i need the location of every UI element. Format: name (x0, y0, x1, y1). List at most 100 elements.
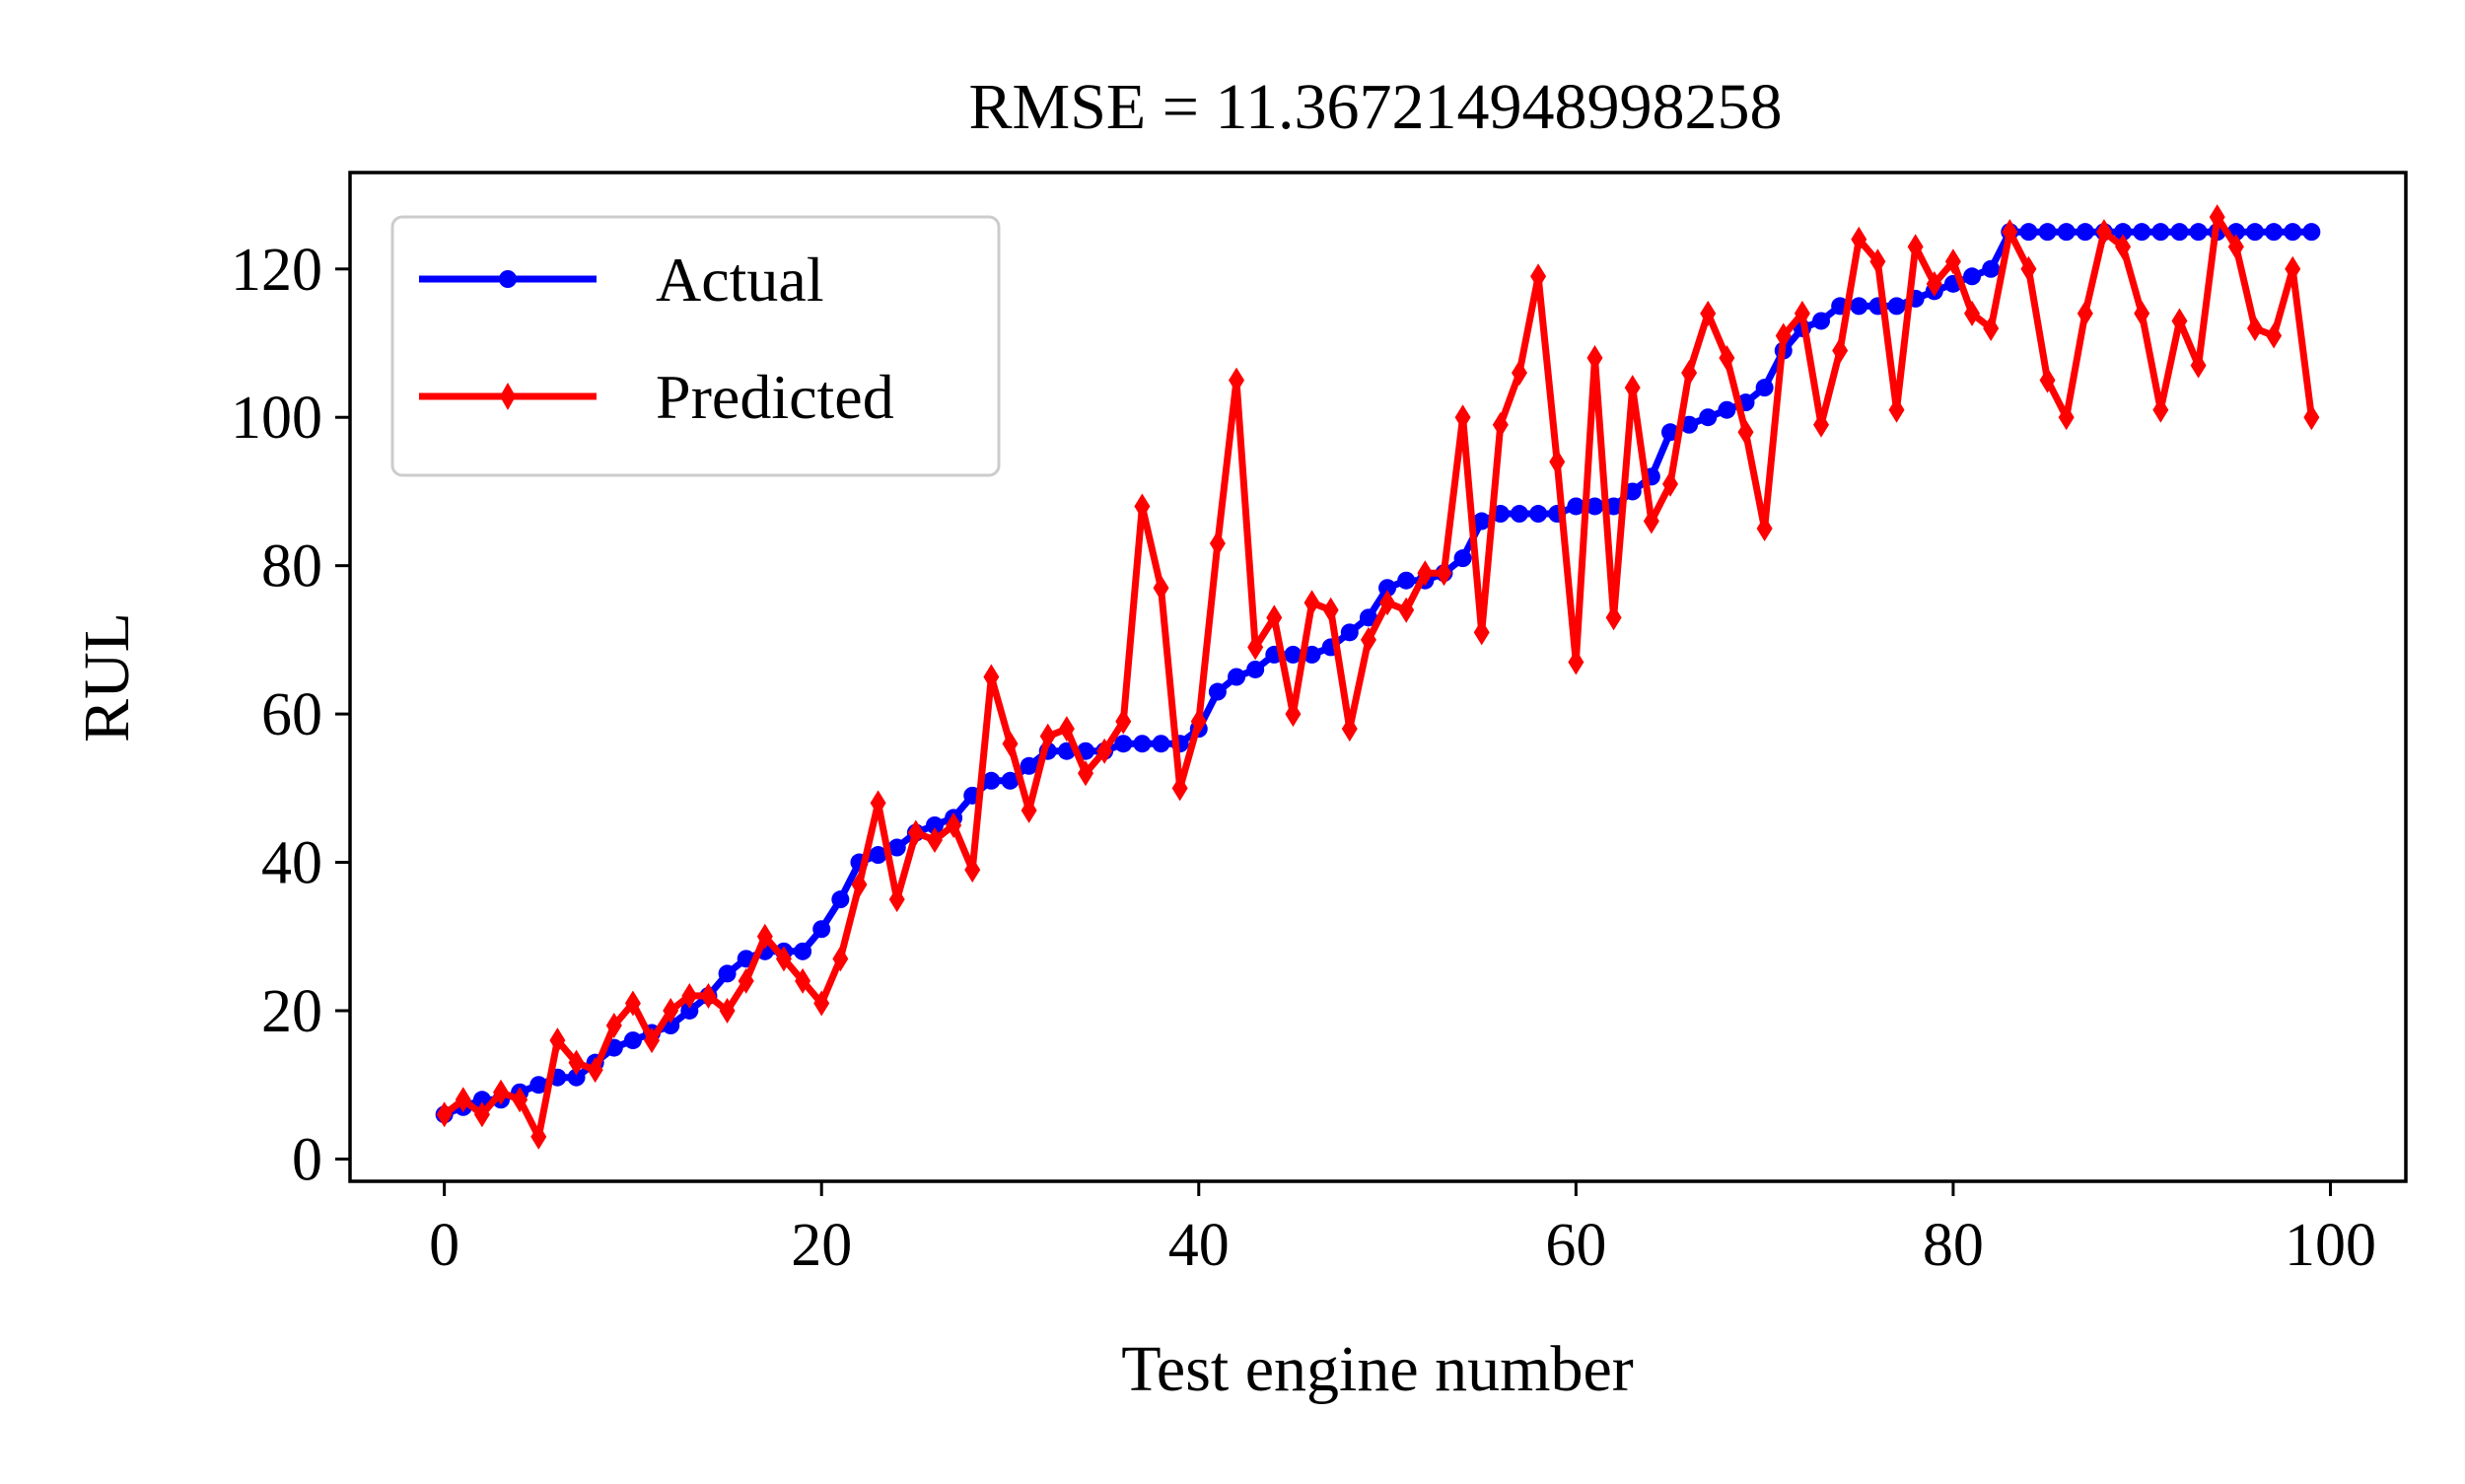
data-point-actual (812, 920, 831, 939)
data-point-predicted (1134, 493, 1151, 520)
data-point-predicted (1851, 226, 1867, 252)
data-point-actual (680, 1001, 699, 1020)
data-point-predicted (756, 923, 773, 950)
data-point-actual (1567, 497, 1585, 516)
data-point-predicted (1530, 263, 1547, 290)
data-point-actual (2151, 223, 2170, 242)
data-point-predicted (719, 997, 736, 1024)
data-point-predicted (1473, 619, 1490, 646)
data-point-actual (1133, 735, 1152, 753)
data-point-predicted (1813, 411, 1830, 438)
data-point-actual (1982, 259, 2001, 278)
data-point-actual (1510, 505, 1528, 524)
data-point-predicted (2095, 219, 2112, 246)
x-tick-label: 40 (1168, 1212, 1230, 1279)
data-point-predicted (1888, 396, 1905, 423)
data-point-predicted (1266, 604, 1283, 631)
y-tick-label: 100 (231, 385, 322, 452)
data-point-predicted (2227, 234, 2244, 260)
data-point-actual (718, 964, 737, 983)
data-point-actual (1718, 400, 1736, 419)
data-point-actual (1284, 645, 1303, 664)
data-point-predicted (1398, 597, 1415, 623)
x-tick-label: 20 (791, 1212, 852, 1279)
data-point-actual (1114, 735, 1133, 753)
data-point-actual (1001, 771, 1020, 790)
data-point-predicted (1737, 419, 1754, 446)
data-point-predicted (795, 967, 811, 994)
data-point-predicted (926, 826, 943, 853)
data-point-actual (2302, 223, 2321, 242)
data-point-predicted (1322, 597, 1339, 623)
data-point-actual (1887, 297, 1906, 316)
data-point-actual (1585, 497, 1604, 516)
y-tick-label: 80 (261, 533, 322, 601)
data-point-predicted (775, 946, 792, 972)
data-point-actual (2189, 223, 2208, 242)
data-point-predicted (2190, 352, 2207, 379)
data-point-predicted (1586, 345, 1603, 372)
data-point-predicted (1983, 315, 2000, 341)
data-point-actual (2284, 223, 2302, 242)
data-point-predicted (1511, 360, 1527, 387)
series-line-predicted (441, 213, 2315, 1141)
legend-entry-actual: Actual (419, 245, 824, 315)
legend-actual-marker (499, 270, 517, 288)
data-point-predicted (1171, 775, 1188, 802)
data-point-predicted (644, 1027, 661, 1054)
chart-title: RMSE = 11.367214948998258 (969, 71, 1783, 143)
data-point-predicted (587, 1057, 603, 1084)
data-point-predicted (1096, 738, 1113, 764)
data-point-predicted (738, 967, 754, 994)
data-point-actual (1453, 549, 1472, 568)
data-point-predicted (1153, 575, 1169, 601)
data-point-actual (794, 942, 812, 960)
data-point-predicted (2266, 322, 2283, 349)
data-point-predicted (1021, 797, 1037, 823)
data-point-predicted (1624, 375, 1641, 401)
y-axis-label: RUL (71, 612, 143, 742)
data-point-predicted (1756, 516, 1773, 542)
data-point-predicted (1605, 604, 1622, 631)
data-point-predicted (663, 997, 679, 1024)
data-point-predicted (1058, 716, 1075, 742)
data-point-predicted (436, 1101, 453, 1128)
data-point-predicted (624, 990, 641, 1017)
data-point-actual (1680, 415, 1699, 434)
data-point-predicted (1700, 300, 1717, 326)
data-point-predicted (1568, 649, 1585, 675)
data-point-predicted (1285, 701, 1302, 728)
data-point-predicted (2209, 204, 2225, 231)
data-point-predicted (2303, 404, 2320, 431)
data-point-predicted (1209, 530, 1226, 557)
data-point-predicted (681, 982, 698, 1009)
y-axis: 0 20 40 60 80 100 120 (231, 237, 350, 1193)
data-point-predicted (1832, 337, 1849, 364)
legend: Actual Predicted (390, 215, 1001, 477)
data-point-actual (1246, 660, 1265, 678)
data-point-predicted (2246, 315, 2263, 341)
data-point-predicted (1436, 560, 1452, 587)
y-tick-label: 60 (261, 681, 322, 748)
data-point-actual (1472, 512, 1491, 530)
data-point-actual (1359, 608, 1377, 627)
data-point-predicted (1964, 300, 1981, 326)
data-point-actual (2265, 223, 2284, 242)
data-point-actual (2076, 223, 2094, 242)
data-point-actual (1378, 579, 1397, 598)
data-point-predicted (1454, 404, 1471, 431)
data-point-predicted (2077, 300, 2093, 326)
data-point-actual (2019, 223, 2038, 242)
data-point-actual (2170, 223, 2189, 242)
data-point-predicted (1190, 708, 1207, 735)
data-point-actual (1303, 645, 1321, 664)
data-point-predicted (2152, 396, 2169, 423)
x-axis-label: Test engine number (1121, 1333, 1634, 1405)
data-point-actual (1397, 571, 1416, 590)
data-point-actual (567, 1068, 586, 1087)
data-point-actual (2133, 223, 2151, 242)
data-point-predicted (512, 1087, 528, 1113)
data-point-predicted (2039, 367, 2056, 393)
data-point-predicted (1417, 560, 1434, 587)
